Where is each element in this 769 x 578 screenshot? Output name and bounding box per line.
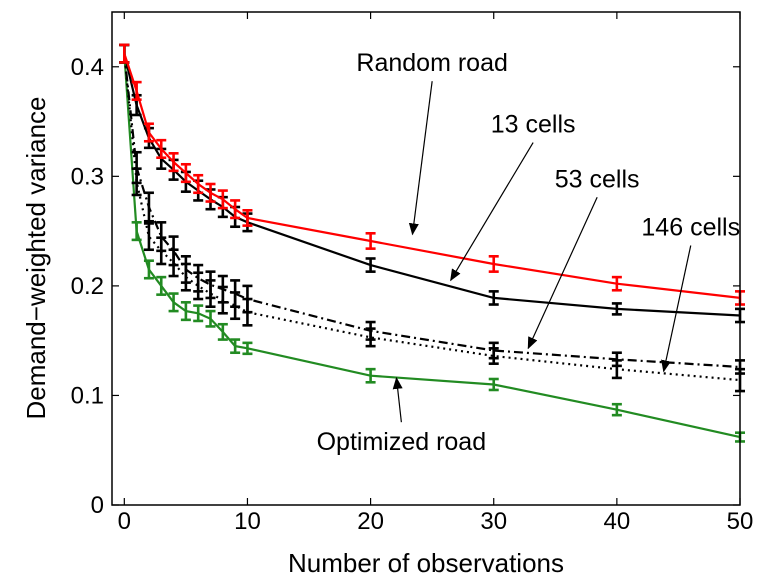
series-random-road	[119, 43, 745, 306]
annotation-label: 146 cells	[641, 213, 740, 241]
annotation-13-cells: 13 cells	[450, 111, 576, 282]
error-bar	[217, 189, 228, 210]
error-bar	[217, 274, 228, 304]
y-tick-label: 0	[91, 492, 104, 519]
error-bar	[230, 199, 241, 220]
annotation-label: 13 cells	[491, 111, 576, 139]
error-bar	[193, 263, 204, 293]
error-bar	[365, 257, 376, 273]
annotation-53-cells: 53 cells	[527, 165, 640, 350]
x-tick-label: 20	[357, 508, 384, 535]
x-tick-label: 10	[234, 508, 261, 535]
error-bar	[488, 377, 499, 392]
error-bar	[205, 309, 216, 328]
y-tick-label: 0.2	[71, 273, 104, 300]
series-layer	[119, 43, 745, 443]
error-bar	[143, 222, 154, 252]
x-tick-label: 40	[604, 508, 631, 535]
annotation-label: 53 cells	[555, 165, 640, 193]
x-axis-label: Number of observations	[288, 548, 564, 578]
error-bar	[156, 275, 167, 296]
error-bar	[131, 80, 142, 101]
plot-area	[112, 12, 740, 505]
error-bar	[611, 302, 622, 316]
x-tick-label: 30	[480, 508, 507, 535]
error-bar	[168, 152, 179, 173]
error-bar	[180, 162, 191, 184]
error-bar	[131, 221, 142, 242]
error-bar	[156, 221, 167, 253]
error-bar	[365, 320, 376, 341]
error-bar	[193, 173, 204, 195]
error-bar	[242, 208, 253, 227]
error-bar	[611, 351, 622, 368]
error-bar	[217, 322, 228, 341]
error-bar	[180, 301, 191, 322]
error-bar	[230, 338, 241, 355]
error-bar	[205, 182, 216, 203]
x-tick-label: 50	[727, 508, 754, 535]
series-line-53-cells	[123, 53, 741, 369]
error-bar	[365, 232, 376, 250]
annotation-arrow	[392, 376, 403, 423]
error-bar	[193, 304, 204, 323]
error-bar	[611, 275, 622, 292]
y-axis-label: Demand−weighted variance	[21, 96, 51, 419]
error-bar	[365, 367, 376, 384]
x-tick-label: 0	[118, 508, 131, 535]
annotation-optimized-road: Optimized road	[317, 376, 487, 456]
error-bar	[488, 255, 499, 273]
error-bar	[143, 191, 154, 223]
error-bar	[242, 341, 253, 356]
error-bar	[156, 138, 167, 160]
y-tick-label: 0.3	[71, 163, 104, 190]
annotation-arrow	[408, 81, 433, 236]
error-bar	[119, 43, 130, 64]
error-bar	[611, 402, 622, 417]
annotation-label: Random road	[356, 49, 507, 77]
annotation-arrow	[450, 142, 534, 282]
tick-layer: 0 10 20 30 40 50 0 0.1 0.2 0.3 0.4	[71, 12, 754, 535]
error-bar	[242, 284, 253, 314]
error-bar	[180, 255, 191, 284]
annotation-arrow	[527, 197, 598, 350]
error-bar	[168, 235, 179, 267]
y-tick-label: 0.4	[71, 54, 104, 81]
error-bar	[168, 292, 179, 313]
error-bar	[131, 150, 142, 185]
annotation-random-road: Random road	[356, 49, 508, 236]
annotation-arrow	[661, 245, 692, 373]
error-bar	[488, 290, 499, 306]
error-bar	[488, 341, 499, 360]
error-bar	[230, 279, 241, 309]
plot-frame	[111, 11, 741, 506]
error-bar	[143, 122, 154, 143]
error-bar	[205, 270, 216, 300]
y-tick-label: 0.1	[71, 382, 104, 409]
error-bar	[143, 259, 154, 280]
annotation-146-cells: 146 cells	[641, 213, 740, 373]
annotation-label: Optimized road	[317, 428, 487, 456]
